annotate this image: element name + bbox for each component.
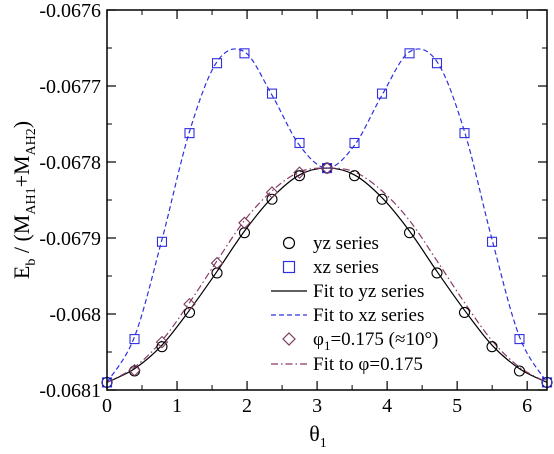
- y-axis-label-part: +M: [9, 155, 34, 187]
- x-tick-label: 0: [102, 395, 112, 417]
- legend-entry-phi: φ1=0.175 (≈10°): [282, 329, 438, 353]
- legend-label: Fit to yz series: [313, 281, 424, 302]
- data-point-circle: [458, 306, 471, 319]
- data-point-square: [211, 58, 223, 69]
- y-tick-label: -0.0678: [39, 152, 101, 174]
- x-axis-label: θ1: [309, 421, 327, 451]
- fit-line: [106, 167, 548, 383]
- legend-label: Fit to φ=0.175: [313, 354, 423, 375]
- x-tick-label: 2: [242, 395, 252, 417]
- fit-line: [106, 167, 548, 383]
- data-point-circle: [266, 193, 278, 205]
- x-tick-label: 1: [172, 395, 182, 417]
- legend-label: yz series: [313, 233, 379, 254]
- data-point-circle: [403, 227, 416, 239]
- y-axis-label-part: ): [9, 121, 34, 128]
- data-point-diamond: [210, 256, 224, 270]
- data-point-circle: [211, 267, 223, 279]
- legend-label: xz series: [313, 257, 379, 278]
- axis-layer: 0 1 2 3 4 5 6 -0.0681 -0.068 -0.0679 -0.0678 -0.067…: [39, 0, 547, 417]
- data-point-circle: [238, 227, 251, 239]
- data-point-square: [239, 48, 250, 59]
- data-point-circle: [431, 267, 443, 279]
- data-point-square: [129, 334, 140, 345]
- data-point-square: [514, 334, 525, 345]
- data-point-diamond: [320, 161, 334, 175]
- legend-marker-diamond: [282, 332, 296, 346]
- y-tick-label: -0.0677: [39, 76, 101, 98]
- data-point-square: [349, 137, 360, 149]
- x-tick-label: 5: [452, 395, 462, 417]
- y-axis-label-part: E: [9, 266, 34, 279]
- data-point-circle: [348, 170, 361, 182]
- data-point-square: [321, 163, 333, 174]
- y-axis-label-part: AH1: [24, 187, 39, 214]
- legend-label: Fit to xz series: [313, 305, 424, 326]
- y-axis-label-part: AH2: [24, 128, 39, 155]
- legend-label-part: =0.175 (≈10°): [330, 329, 438, 350]
- fit-line: [106, 48, 548, 383]
- data-point-diamond: [238, 216, 251, 230]
- data-point-square: [294, 137, 305, 149]
- y-axis-label-part: b: [24, 259, 39, 266]
- data-point-circle: [486, 341, 498, 353]
- y-tick-label: -0.0681: [39, 380, 101, 402]
- data-point-square: [156, 236, 168, 247]
- data-point-circle: [183, 306, 196, 319]
- data-point-square: [431, 58, 443, 69]
- y-tick-label: -0.068: [49, 304, 101, 326]
- legend-label-part: 1: [324, 338, 331, 353]
- data-point-diamond: [265, 186, 279, 199]
- data-point-diamond: [128, 363, 141, 377]
- series-layer: [101, 48, 553, 388]
- x-tick-label: 3: [312, 395, 322, 417]
- data-point-square: [459, 128, 470, 139]
- x-axis-label-sub: 1: [320, 436, 327, 451]
- data-point-circle: [156, 341, 168, 353]
- legend-label-part: φ: [313, 329, 324, 350]
- legend-entry-fit-xz: Fit to xz series: [271, 305, 424, 326]
- data-point-square: [184, 128, 195, 139]
- legend: yz series xz series Fit to yz series Fit…: [271, 233, 438, 375]
- legend-marker-square: [282, 260, 296, 274]
- legend-label: φ1=0.175 (≈10°): [313, 329, 438, 353]
- data-point-circle: [293, 170, 306, 182]
- data-point-square: [486, 236, 498, 247]
- x-axis-label-main: θ: [309, 421, 320, 446]
- data-point-diamond: [293, 166, 306, 179]
- data-point-circle: [513, 365, 526, 377]
- x-tick-label: 6: [522, 395, 532, 417]
- legend-entry-fit-phi: Fit to φ=0.175: [271, 354, 423, 375]
- y-tick-label: -0.0676: [39, 0, 101, 22]
- legend-entry-yz-series: yz series: [282, 233, 379, 254]
- legend-entry-xz-series: xz series: [282, 257, 379, 278]
- y-axis-label-part: / (M: [9, 215, 34, 259]
- x-tick-label: 4: [382, 395, 392, 417]
- y-tick-label: -0.0679: [39, 228, 101, 250]
- legend-marker-circle: [282, 236, 296, 250]
- data-point-square: [376, 88, 388, 99]
- data-point-diamond: [155, 335, 169, 349]
- data-point-square: [266, 88, 278, 99]
- legend-entry-fit-yz: Fit to yz series: [271, 281, 424, 302]
- data-point-circle: [376, 193, 388, 205]
- data-point-diamond: [183, 297, 196, 311]
- data-point-square: [404, 48, 415, 59]
- y-axis-label: Eb / (MAH1+MAH2): [9, 121, 39, 279]
